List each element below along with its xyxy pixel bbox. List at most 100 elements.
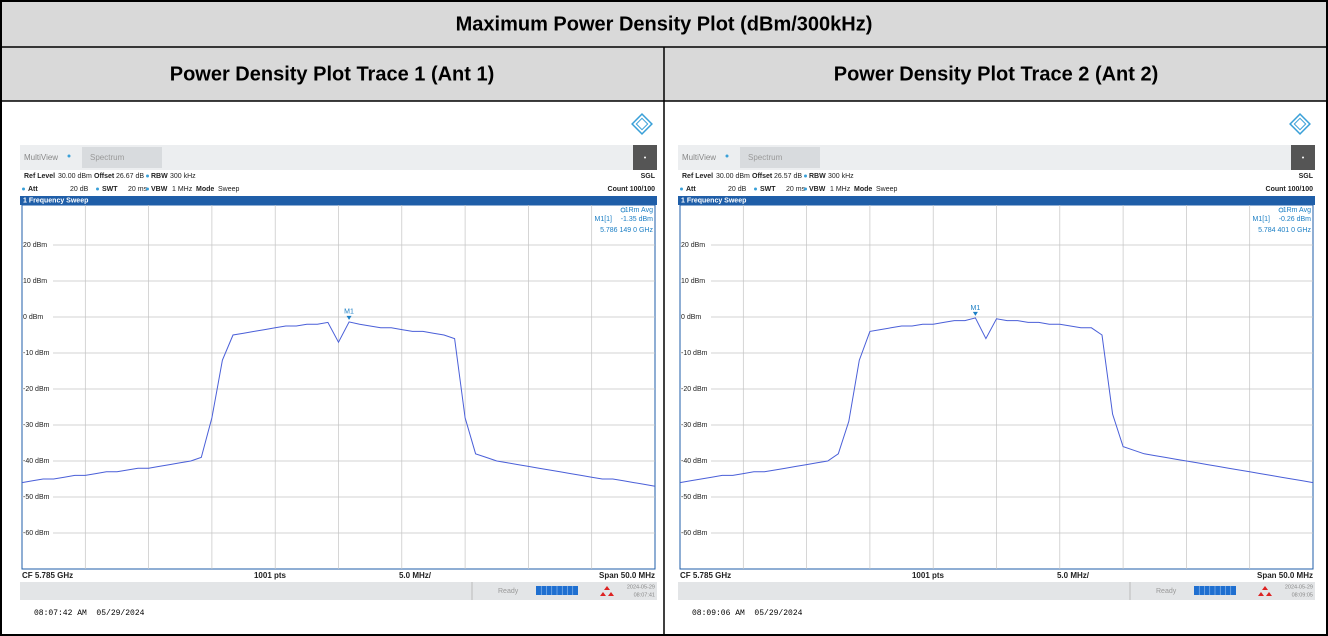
setting-value: 20 dB bbox=[70, 186, 89, 193]
tick-label-bg bbox=[681, 241, 711, 249]
setting-dot bbox=[804, 187, 807, 191]
tick-label-bg bbox=[23, 457, 53, 465]
marker bbox=[346, 315, 352, 320]
tab-box bbox=[740, 147, 820, 168]
setting-value: Sweep bbox=[876, 186, 898, 193]
marker-freq: 5.786 149 0 GHz bbox=[600, 227, 653, 234]
status-date: 2024-05-29 bbox=[627, 584, 655, 590]
y-tick-label: -50 dBm bbox=[23, 494, 50, 501]
tick-label-bg bbox=[681, 529, 711, 537]
setting-value: 1 MHz bbox=[172, 186, 193, 193]
tick-label-bg bbox=[23, 529, 53, 537]
menu-dot bbox=[644, 156, 646, 159]
alert-icon bbox=[600, 586, 614, 596]
footer-label: 1001 pts bbox=[254, 571, 287, 580]
tick-label-bg bbox=[681, 277, 711, 285]
setting-value: 20 dB bbox=[728, 186, 747, 193]
setting-dot bbox=[680, 187, 683, 191]
window-title: 1 Frequency Sweep bbox=[681, 197, 746, 204]
footer-label: CF 5.785 GHz bbox=[22, 571, 73, 580]
footer-label: CF 5.785 GHz bbox=[680, 571, 731, 580]
panel-caption: Power Density Plot Trace 1 (Ant 1) bbox=[170, 63, 495, 85]
setting-value: 300 kHz bbox=[828, 173, 854, 180]
footer-label: 5.0 MHz/ bbox=[399, 571, 432, 580]
logo bbox=[1293, 117, 1307, 131]
setting-name: Att bbox=[28, 186, 38, 193]
setting-name: Ref Level bbox=[682, 173, 713, 180]
tick-label-bg bbox=[681, 385, 711, 393]
table-title: Maximum Power Density Plot (dBm/300kHz) bbox=[456, 13, 873, 35]
tick-label-bg bbox=[23, 493, 53, 501]
setting-dot bbox=[22, 187, 25, 191]
alert-icon bbox=[1258, 586, 1272, 596]
setting-dot bbox=[146, 187, 149, 191]
sgl: SGL bbox=[641, 173, 656, 180]
setting-name: RBW bbox=[151, 173, 168, 180]
setting-name: SWT bbox=[760, 186, 776, 193]
logo bbox=[635, 117, 649, 131]
panel-caption: Power Density Plot Trace 2 (Ant 2) bbox=[834, 63, 1159, 85]
setting-value: 26.67 dB bbox=[116, 173, 144, 180]
screenshot: MultiView Spectrum Ref Level 30.00 dBm Offse… bbox=[678, 113, 1315, 618]
marker-name: M1[1] bbox=[594, 216, 612, 223]
setting-name: RBW bbox=[809, 173, 826, 180]
tab-dot bbox=[67, 154, 71, 158]
setting-dot bbox=[804, 174, 807, 178]
marker-tag: M1 bbox=[344, 309, 354, 316]
sgl: SGL bbox=[1299, 173, 1314, 180]
status-bar bbox=[20, 582, 657, 600]
trace-icon bbox=[1278, 207, 1284, 213]
y-tick-label: -30 dBm bbox=[23, 422, 50, 429]
setting-name: Offset bbox=[752, 173, 773, 180]
tick-label-bg bbox=[23, 241, 53, 249]
setting-dot bbox=[146, 174, 149, 178]
y-tick-label: 20 dBm bbox=[23, 242, 47, 249]
setting-dot bbox=[754, 187, 757, 191]
y-tick-label: 0 dBm bbox=[23, 314, 43, 321]
y-tick-label: -30 dBm bbox=[681, 422, 708, 429]
marker-level: -0.26 dBm bbox=[1279, 216, 1311, 223]
y-tick-label: 0 dBm bbox=[681, 314, 701, 321]
trace bbox=[679, 317, 1314, 484]
setting-dot bbox=[96, 187, 99, 191]
footer-label: Span 50.0 MHz bbox=[1257, 571, 1313, 580]
y-tick-label: -20 dBm bbox=[681, 386, 708, 393]
setting-name: VBW bbox=[809, 186, 826, 193]
status-date: 2024-05-29 bbox=[1285, 584, 1313, 590]
setting-name: VBW bbox=[151, 186, 168, 193]
count: Count 100/100 bbox=[608, 186, 656, 193]
tick-label-bg bbox=[23, 349, 53, 357]
y-tick-label: -20 dBm bbox=[23, 386, 50, 393]
status-time: 08:09:05 bbox=[1292, 592, 1313, 598]
y-tick-label: 10 dBm bbox=[681, 278, 705, 285]
tab: Spectrum bbox=[90, 153, 125, 162]
setting-value: 1 MHz bbox=[830, 186, 851, 193]
marker-level: -1.35 dBm bbox=[621, 216, 653, 223]
menu-dot bbox=[1302, 156, 1304, 159]
y-tick-label: -10 dBm bbox=[681, 350, 708, 357]
y-tick-label: -50 dBm bbox=[681, 494, 708, 501]
tick-label-bg bbox=[681, 493, 711, 501]
y-tick-label: 20 dBm bbox=[681, 242, 705, 249]
footer-label: 1001 pts bbox=[912, 571, 945, 580]
tab: Spectrum bbox=[748, 153, 783, 162]
setting-value: 20 ms bbox=[786, 186, 806, 193]
setting-value: 20 ms bbox=[128, 186, 148, 193]
tick-label-bg bbox=[23, 313, 53, 321]
y-tick-label: 10 dBm bbox=[23, 278, 47, 285]
setting-name: Offset bbox=[94, 173, 115, 180]
screenshot: MultiView Spectrum Ref Level 30.00 dBm Offse… bbox=[20, 113, 657, 618]
timestamp: 08:07:42 AM 05/29/2024 bbox=[34, 609, 145, 618]
footer-label: 5.0 MHz/ bbox=[1057, 571, 1090, 580]
marker-freq: 5.784 401 0 GHz bbox=[1258, 227, 1311, 234]
count: Count 100/100 bbox=[1266, 186, 1314, 193]
tab: MultiView bbox=[24, 153, 58, 162]
tick-label-bg bbox=[23, 385, 53, 393]
footer-label: Span 50.0 MHz bbox=[599, 571, 655, 580]
tab-box bbox=[82, 147, 162, 168]
setting-name: SWT bbox=[102, 186, 118, 193]
y-tick-label: -60 dBm bbox=[23, 530, 50, 537]
tab: MultiView bbox=[682, 153, 716, 162]
trace-icon bbox=[620, 207, 626, 213]
